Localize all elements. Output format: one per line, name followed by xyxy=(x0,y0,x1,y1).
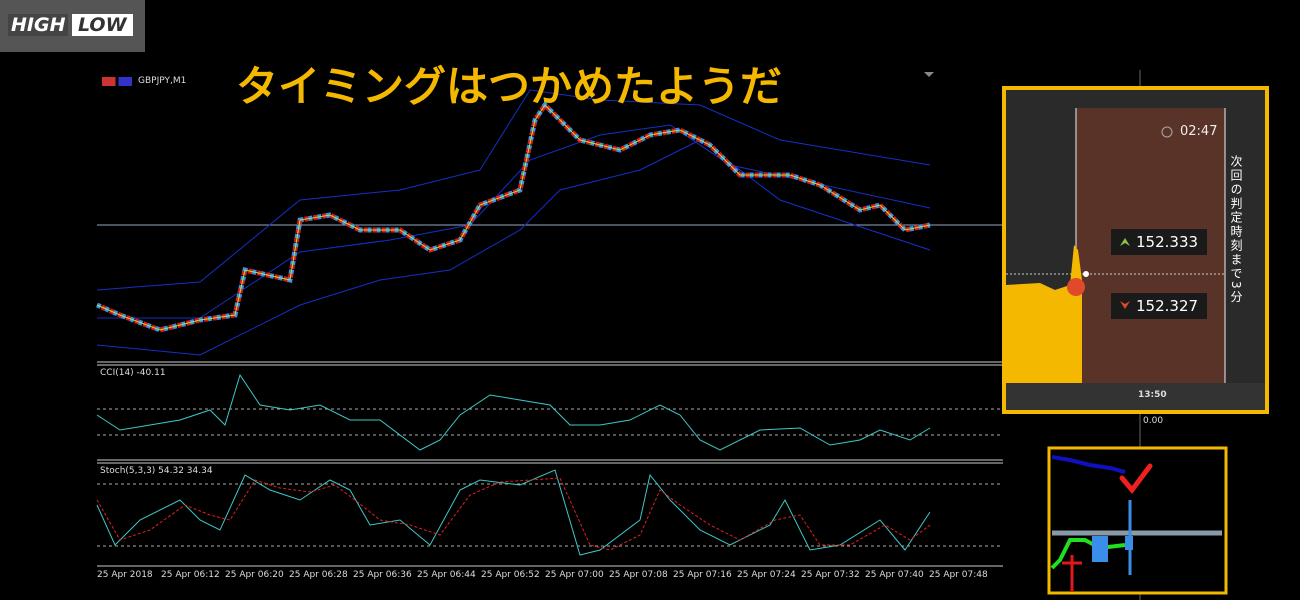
x-tick-label: 25 Apr 07:32 xyxy=(801,570,860,580)
marker xyxy=(1067,278,1085,296)
zoom-inset xyxy=(1047,446,1228,595)
x-tick-label: 25 Apr 07:16 xyxy=(673,570,732,580)
flags xyxy=(102,77,132,86)
clock-icon xyxy=(1161,126,1173,138)
stoch-main xyxy=(96,469,931,556)
x-tick-label: 25 Apr 2018 xyxy=(97,570,153,580)
x-tick-label: 25 Apr 06:12 xyxy=(161,570,220,580)
x-tick-label: 25 Apr 06:36 xyxy=(353,570,412,580)
cci-zero: 0.00 xyxy=(1143,416,1164,426)
logo-low: LOW xyxy=(72,14,133,36)
time-bar xyxy=(1006,383,1265,410)
marker-dot xyxy=(1083,271,1089,277)
band-middle xyxy=(97,124,931,319)
price-area xyxy=(1006,245,1082,383)
low-price: 152.327 xyxy=(1136,297,1199,315)
low-box xyxy=(1111,293,1207,319)
countdown-note: 次回の判定時刻まで3分 xyxy=(1229,155,1243,305)
x-tick-label: 25 Apr 07:24 xyxy=(737,570,796,580)
symbol: GBPJPY,M1 xyxy=(138,76,187,86)
x-tick-label: 25 Apr 06:20 xyxy=(225,570,284,580)
band-lower xyxy=(96,139,931,356)
logo-high: HIGH xyxy=(8,14,69,36)
band-upper xyxy=(96,89,931,291)
dropdown-icon xyxy=(924,72,934,77)
candles-up xyxy=(96,101,931,333)
stoch-label: Stoch(5,3,3) 54.32 34.34 xyxy=(100,466,213,476)
x-tick-label: 25 Apr 06:28 xyxy=(289,570,348,580)
high-price: 152.333 xyxy=(1136,233,1199,251)
x-tick-label: 25 Apr 06:44 xyxy=(417,570,476,580)
price-line xyxy=(96,104,931,331)
x-tick-label: 25 Apr 07:00 xyxy=(545,570,604,580)
trade-inset xyxy=(1002,86,1269,414)
up-arrow xyxy=(1120,238,1130,246)
candles-down xyxy=(96,101,931,333)
cci-line xyxy=(96,373,931,451)
cci-label: CCI(14) -40.11 xyxy=(100,368,166,378)
stoch-signal xyxy=(96,477,931,551)
x-tick-label: 25 Apr 06:52 xyxy=(481,570,540,580)
check-mark xyxy=(1119,463,1153,495)
timer: 02:47 xyxy=(1180,124,1218,139)
zoom-band xyxy=(1051,455,1126,474)
x-tick-label: 25 Apr 07:40 xyxy=(865,570,924,580)
zoom-frame xyxy=(1047,446,1228,595)
x-tick-label: 25 Apr 07:08 xyxy=(609,570,668,580)
headline: タイミングはつかめたようだ xyxy=(236,62,783,111)
zoom-candle xyxy=(1092,536,1108,562)
main-chart xyxy=(96,72,1003,356)
x-tick-label: 25 Apr 07:48 xyxy=(929,570,988,580)
time-label: 13:50 xyxy=(1138,390,1167,400)
logo: HIGH LOW xyxy=(0,0,145,52)
down-arrow xyxy=(1120,301,1130,309)
